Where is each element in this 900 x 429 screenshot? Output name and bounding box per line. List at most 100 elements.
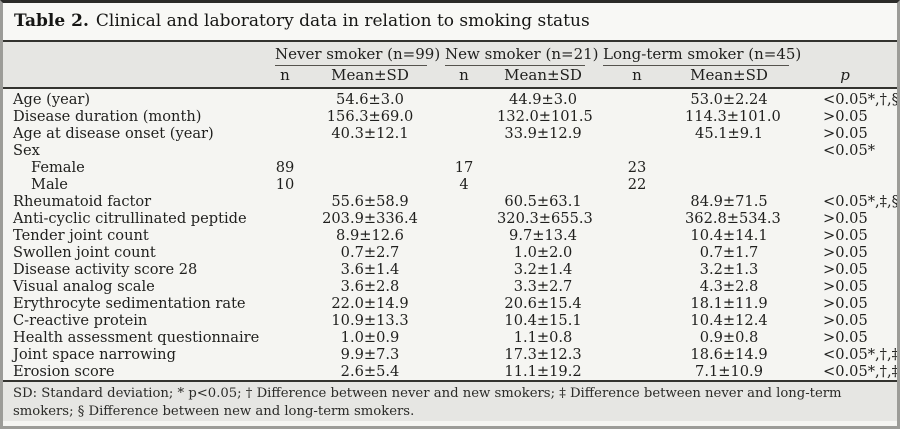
cell-n-new bbox=[431, 142, 497, 159]
row-label: Rheumatoid factor bbox=[13, 193, 152, 210]
subheader-n-never: n bbox=[261, 66, 309, 89]
cell-mean-never: 54.6±3.0 bbox=[336, 91, 404, 108]
cell-mean-never: 40.3±12.1 bbox=[331, 125, 409, 142]
cell-mean-longterm: 4.3±2.8 bbox=[699, 278, 759, 295]
cell-p-value: <0.05* bbox=[823, 142, 876, 159]
cell-n-never bbox=[261, 312, 309, 329]
cell-p-value: >0.05 bbox=[823, 244, 868, 261]
cell-mean-new: 320.3±655.3 bbox=[497, 210, 593, 227]
table-row: Female 89 17 23 bbox=[3, 159, 897, 176]
cell-mean-never: 9.9±7.3 bbox=[340, 346, 400, 363]
cell-mean-new: 1.0±2.0 bbox=[513, 244, 573, 261]
cell-p-value: >0.05 bbox=[823, 329, 868, 346]
cell-mean-longterm: 362.8±534.3 bbox=[685, 210, 781, 227]
table-row: Sex <0.05* bbox=[3, 142, 897, 159]
cell-mean-longterm bbox=[685, 142, 793, 159]
row-label: Joint space narrowing bbox=[13, 346, 176, 363]
cell-n-new bbox=[431, 125, 497, 142]
cell-n-longterm: 22 bbox=[627, 176, 647, 193]
cell-p-value: >0.05 bbox=[823, 278, 868, 295]
table-row: Disease activity score 28 3.6±1.4 3.2±1.4 3… bbox=[3, 261, 897, 278]
cell-mean-longterm: 10.4±14.1 bbox=[690, 227, 768, 244]
cell-n-never: 89 bbox=[275, 159, 295, 176]
table-row: Visual analog scale 3.6±2.8 3.3±2.7 4.3±2.8… bbox=[3, 278, 897, 295]
row-label: Visual analog scale bbox=[13, 278, 155, 295]
cell-mean-new: 9.7±13.4 bbox=[509, 227, 577, 244]
cell-mean-new: 3.3±2.7 bbox=[513, 278, 573, 295]
cell-mean-longterm bbox=[685, 159, 793, 176]
cell-n-never bbox=[261, 261, 309, 278]
cell-mean-longterm: 18.1±11.9 bbox=[690, 295, 768, 312]
cell-mean-longterm: 7.1±10.9 bbox=[695, 363, 763, 380]
cell-n-never bbox=[261, 142, 309, 159]
cell-n-longterm bbox=[589, 108, 685, 125]
row-label: Female bbox=[31, 159, 85, 176]
cell-p-value bbox=[793, 176, 897, 193]
subheader-mean-new: Mean±SD bbox=[497, 66, 590, 89]
cell-n-never bbox=[261, 278, 309, 295]
cell-p-value bbox=[793, 159, 897, 176]
table-row: Age (year) 54.6±3.0 44.9±3.0 53.0±2.24 <0.05… bbox=[3, 88, 897, 108]
cell-n-longterm bbox=[589, 278, 685, 295]
row-label: Erosion score bbox=[13, 363, 115, 380]
cell-n-new bbox=[431, 193, 497, 210]
table-body: Age (year) 54.6±3.0 44.9±3.0 53.0±2.24 <0.05… bbox=[3, 88, 897, 380]
table-title: Table 2. Clinical and laboratory data in … bbox=[3, 3, 897, 40]
cell-p-value: <0.05*,†,‡ bbox=[823, 346, 899, 363]
table-row: Anti-cyclic citrullinated peptide 203.9±3… bbox=[3, 210, 897, 227]
cell-mean-never: 1.0±0.9 bbox=[340, 329, 400, 346]
cell-p-value: >0.05 bbox=[823, 227, 868, 244]
cell-p-value: >0.05 bbox=[823, 210, 868, 227]
cell-mean-longterm: 0.9±0.8 bbox=[699, 329, 759, 346]
cell-n-never bbox=[261, 193, 309, 210]
group-header-never-smoker: Never smoker (n=99) bbox=[261, 40, 440, 66]
table-footnote: SD: Standard deviation; * p<0.05; † Diff… bbox=[3, 380, 897, 421]
cell-n-longterm bbox=[589, 363, 685, 380]
table-row: Male 10 4 22 bbox=[3, 176, 897, 193]
cell-n-longterm bbox=[589, 261, 685, 278]
cell-p-value: >0.05 bbox=[823, 125, 868, 142]
cell-n-never bbox=[261, 88, 309, 108]
cell-n-new bbox=[431, 346, 497, 363]
table-row: Swollen joint count 0.7±2.7 1.0±2.0 0.7±1.7… bbox=[3, 244, 897, 261]
cell-mean-never: 8.9±12.6 bbox=[336, 227, 404, 244]
row-label: Disease duration (month) bbox=[13, 108, 202, 125]
table-row: Disease duration (month) 156.3±69.0 132.0±… bbox=[3, 108, 897, 125]
cell-n-never bbox=[261, 346, 309, 363]
subheader-row: n Mean±SD n Mean±SD n Mean±SD p bbox=[3, 66, 897, 89]
empty-header-cell bbox=[3, 40, 261, 66]
cell-n-longterm bbox=[589, 142, 685, 159]
cell-n-longterm bbox=[589, 227, 685, 244]
cell-p-value: <0.05*,‡,§ bbox=[823, 193, 899, 210]
empty-header-cell bbox=[3, 66, 261, 89]
cell-mean-new bbox=[497, 159, 589, 176]
cell-p-value: >0.05 bbox=[823, 261, 868, 278]
cell-mean-never: 203.9±336.4 bbox=[322, 210, 418, 227]
cell-n-new bbox=[431, 227, 497, 244]
cell-mean-new: 20.6±15.4 bbox=[504, 295, 582, 312]
cell-mean-longterm: 53.0±2.24 bbox=[690, 91, 768, 108]
cell-n-new: 17 bbox=[454, 159, 474, 176]
cell-p-value: >0.05 bbox=[823, 108, 868, 125]
cell-n-never bbox=[261, 244, 309, 261]
cell-mean-longterm: 3.2±1.3 bbox=[699, 261, 759, 278]
cell-n-longterm bbox=[589, 193, 685, 210]
cell-mean-longterm bbox=[685, 176, 793, 193]
row-label: Anti-cyclic citrullinated peptide bbox=[13, 210, 247, 227]
row-label: Erythrocyte sedimentation rate bbox=[13, 295, 246, 312]
cell-n-longterm bbox=[589, 295, 685, 312]
row-label: C-reactive protein bbox=[13, 312, 148, 329]
cell-p-value: <0.05*,†,‡ bbox=[823, 363, 899, 380]
row-label: Age (year) bbox=[13, 91, 91, 108]
cell-mean-never bbox=[309, 142, 431, 159]
group-label-never-smoker: Never smoker (n=99) bbox=[275, 45, 440, 66]
table-header: Never smoker (n=99) New smoker (n=21) Lo… bbox=[3, 40, 897, 89]
group-label-longterm-smoker: Long-term smoker (n=45) bbox=[603, 45, 801, 66]
cell-n-longterm bbox=[589, 88, 685, 108]
group-header-longterm-smoker: Long-term smoker (n=45) bbox=[589, 40, 801, 66]
table-row: Age at disease onset (year) 40.3±12.1 33.9… bbox=[3, 125, 897, 142]
cell-mean-never: 3.6±2.8 bbox=[340, 278, 400, 295]
cell-mean-new: 11.1±19.2 bbox=[504, 363, 582, 380]
cell-n-longterm bbox=[589, 329, 685, 346]
cell-n-never bbox=[261, 329, 309, 346]
